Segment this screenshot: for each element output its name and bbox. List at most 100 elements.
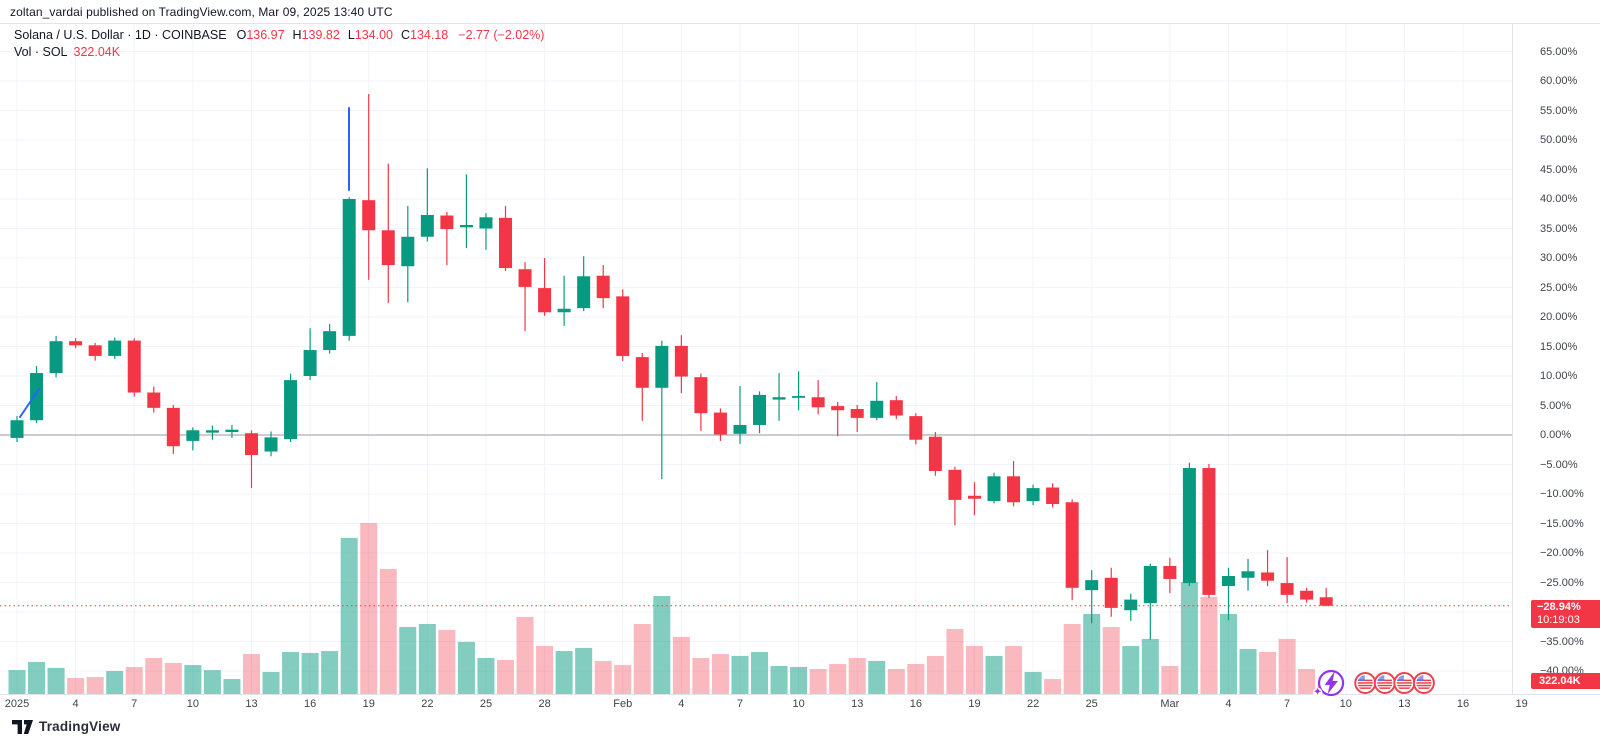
candle-body (323, 331, 337, 351)
low-value: L134.00 (347, 28, 393, 42)
time-axis-tick: 13 (1398, 698, 1411, 710)
price-axis-tick: 35.00% (1540, 222, 1578, 235)
volume-bar (86, 677, 104, 694)
volume-bar (497, 660, 514, 694)
candle-body (69, 341, 83, 346)
flag-stripe (1377, 682, 1393, 684)
volume-bar (8, 670, 26, 694)
volume-bar (887, 668, 905, 694)
candle-body (205, 430, 219, 433)
close-value: C134.18 (401, 28, 449, 42)
volume-bar (1278, 638, 1296, 694)
candle-body (967, 495, 981, 499)
volume-bar (731, 655, 749, 694)
price-axis-tick: 30.00% (1540, 252, 1578, 264)
volume-bar (242, 654, 260, 694)
volume-bar (106, 671, 124, 694)
volume-bar (438, 629, 456, 694)
flag-stripe (1416, 682, 1432, 684)
candle-body (713, 412, 727, 435)
candle-body (1085, 580, 1099, 591)
volume-bar (536, 646, 554, 694)
time-axis-tick: 28 (538, 698, 551, 710)
volume-bar (829, 663, 847, 694)
volume-bar (457, 641, 475, 694)
volume-bar (848, 657, 866, 694)
high-value: H139.82 (292, 28, 340, 42)
candle-body (753, 394, 767, 425)
volume-bar (790, 666, 808, 694)
time-axis-tick: Mar (1160, 698, 1180, 710)
volume-bar (770, 665, 788, 694)
volume-bar (575, 647, 593, 694)
time-axis-tick: 13 (851, 698, 864, 710)
price-axis-tick: 65.00% (1540, 45, 1578, 58)
candle-body (1221, 576, 1235, 587)
price-axis-tick: −20.00% (1540, 547, 1584, 559)
volume-bar (399, 626, 417, 694)
volume-bar (262, 671, 280, 694)
price-axis-tick: −25.00% (1540, 576, 1584, 589)
candle-body (1241, 571, 1255, 578)
volume-bar (418, 623, 436, 694)
time-axis-tick: 22 (1026, 698, 1040, 710)
candle-body (1124, 599, 1138, 611)
volume-bar (1141, 638, 1159, 694)
time-axis-tick: 7 (736, 698, 744, 710)
candle-body (88, 345, 102, 356)
flag-stripe (1357, 684, 1373, 687)
candle-body (342, 199, 356, 336)
candle-body (147, 392, 161, 408)
candle-body (870, 400, 884, 418)
candle-body (596, 275, 610, 299)
volume-bar (965, 646, 983, 694)
candle-body (303, 350, 317, 376)
flag-canton (1357, 675, 1365, 681)
price-axis-tick: 40.00% (1540, 193, 1578, 205)
candle-body (538, 288, 552, 313)
volume-bar (1219, 613, 1237, 694)
time-axis-tick: 7 (131, 698, 138, 710)
time-axis-tick: 2025 (4, 698, 30, 710)
time-axis-tick: Feb (613, 698, 633, 710)
candle-body (440, 215, 454, 230)
volume-bar (282, 651, 300, 694)
volume-bar (360, 523, 378, 694)
volume-bar (67, 677, 85, 694)
time-axis-tick: 10 (1339, 698, 1352, 710)
time-axis-tick: 4 (72, 698, 79, 710)
candle-body (655, 345, 669, 388)
candle-body (831, 406, 845, 411)
tradingview-logo-link[interactable]: TradingView (12, 719, 120, 734)
price-axis-tick: 5.00% (1540, 399, 1572, 412)
volume-bar (751, 651, 769, 694)
lightning-bolt-icon (1324, 671, 1338, 695)
candle-body (518, 269, 532, 287)
chart-legend: Solana / U.S. Dollar · 1D · COINBASE O13… (14, 27, 544, 61)
time-axis-tick: 10 (186, 698, 199, 710)
price-axis-tick: −10.00% (1540, 488, 1584, 500)
price-axis-tick: −35.00% (1540, 635, 1584, 648)
time-axis-tick: 16 (303, 698, 317, 710)
candle-body (811, 397, 825, 408)
candle-body (264, 437, 278, 452)
candle-body (948, 469, 962, 500)
price-axis-tick: 60.00% (1540, 75, 1578, 87)
candle-body (1104, 577, 1118, 608)
candle-body (10, 420, 24, 438)
volume-bar (125, 666, 143, 694)
candle-body (1026, 488, 1040, 502)
volume-row: Vol · SOL 322.04K (14, 44, 544, 61)
time-axis-tick: 16 (1456, 698, 1470, 710)
time-axis-tick: 19 (362, 698, 375, 710)
volume-bar (692, 657, 710, 694)
flag-stripe (1416, 684, 1432, 687)
symbol-title: Solana / U.S. Dollar · 1D · COINBASE (14, 28, 227, 42)
last-change-value: −28.94% (1537, 600, 1581, 613)
volume-bar (47, 667, 65, 694)
candle-body (49, 341, 63, 374)
flag-stripe (1396, 679, 1412, 682)
candle-body (1046, 487, 1060, 505)
flag-stripe (1357, 682, 1373, 684)
